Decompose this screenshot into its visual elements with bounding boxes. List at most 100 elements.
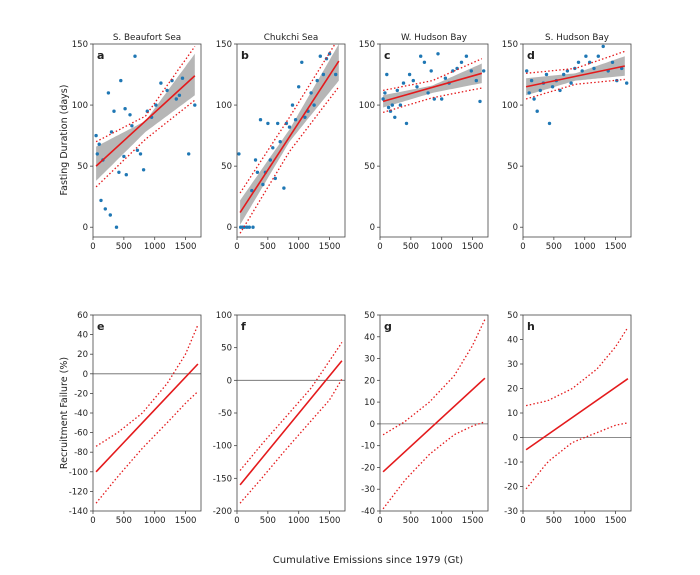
y-tick-label: 100	[216, 311, 232, 321]
axes-frame	[236, 43, 346, 238]
y-axis-label-bottom: Recruitment Failure (%)	[59, 357, 70, 469]
data-point	[393, 115, 397, 120]
regression-line	[95, 75, 196, 167]
data-point	[459, 60, 464, 64]
y-tick-label: 50	[364, 311, 375, 321]
y-tick-label: 60	[77, 311, 88, 321]
bound-lower	[95, 390, 199, 504]
regression-line	[525, 65, 625, 88]
panel-letter: c	[384, 49, 391, 62]
y-tick-label: -60	[74, 429, 88, 439]
data-point	[112, 109, 116, 113]
data-point	[422, 60, 427, 64]
x-tick-label: 1000	[431, 242, 453, 252]
data-point	[327, 52, 332, 56]
y-tick-label: -30	[504, 507, 518, 517]
data-point	[154, 103, 158, 107]
y-tick-label: 20	[77, 350, 88, 360]
trend-line	[95, 363, 199, 473]
data-point	[390, 103, 394, 107]
data-point	[527, 91, 531, 95]
panel-g: 0 500 1000 1500 -40 -30 -20 -10 0 10 20 30 40 50 g	[361, 311, 489, 526]
panel-title: S. Hudson Bay	[545, 33, 609, 43]
data-point	[398, 103, 403, 107]
data-point	[584, 54, 588, 58]
y-tick-label: 100	[502, 101, 518, 111]
x-tick-label: 1000	[144, 516, 166, 526]
y-tick-label: -10	[361, 442, 375, 452]
x-tick-label: 500	[546, 516, 562, 526]
x-tick-label: 1000	[288, 242, 310, 252]
y-tick-label: -100	[213, 442, 232, 452]
data-point	[177, 93, 182, 98]
y-tick-label: -20	[504, 483, 518, 493]
data-point	[440, 97, 444, 101]
y-tick-label: 150	[502, 40, 518, 50]
data-point	[404, 121, 409, 126]
data-point	[290, 103, 295, 107]
data-point	[312, 103, 316, 107]
data-point	[538, 88, 542, 93]
data-point	[482, 69, 486, 73]
axes-frame	[522, 314, 632, 512]
data-point	[532, 97, 536, 101]
data-point	[610, 60, 615, 64]
data-point	[266, 121, 270, 126]
data-point	[547, 121, 552, 126]
x-tick-label: 1000	[431, 516, 453, 526]
panel-c: 0 500 1000 1500 0 50 100 150 W. Hudson Bay c	[359, 33, 489, 252]
x-tick-label: 1500	[605, 516, 627, 526]
data-point	[106, 91, 111, 95]
x-tick-label: 500	[260, 516, 276, 526]
data-point	[426, 91, 430, 95]
x-tick-label: 0	[520, 516, 525, 526]
data-point	[469, 69, 473, 73]
plot-area-f	[237, 342, 345, 504]
confidence-band	[240, 44, 339, 225]
data-point	[193, 103, 197, 107]
x-tick-label: 1000	[144, 242, 166, 252]
y-tick-label: 150	[359, 40, 375, 50]
y-tick-label: 50	[77, 162, 88, 172]
data-point	[282, 186, 286, 190]
x-tick-label: 0	[90, 516, 95, 526]
data-point	[245, 225, 249, 229]
panel-d: 0 500 1000 1500 0 50 100 150 S. Hudson Bay d	[502, 33, 632, 252]
x-tick-label: 500	[403, 516, 419, 526]
data-point	[135, 148, 140, 152]
confidence-band	[383, 63, 482, 108]
y-tick-label: 100	[216, 101, 232, 111]
data-point	[119, 78, 123, 83]
x-tick-label: 1500	[462, 242, 484, 252]
y-tick-label: 0	[227, 223, 232, 233]
panel-title: W. Hudson Bay	[401, 33, 467, 43]
prediction-upper	[239, 44, 336, 194]
data-point	[130, 124, 134, 128]
data-point	[122, 154, 126, 159]
plot-area-c	[381, 52, 486, 126]
data-point	[103, 207, 108, 211]
panel-letter: e	[97, 320, 104, 333]
data-point	[386, 105, 391, 110]
data-point	[625, 81, 629, 85]
data-point	[293, 118, 298, 122]
data-point	[159, 81, 163, 85]
data-point	[318, 54, 322, 58]
y-tick-label: 0	[83, 223, 88, 233]
data-point	[303, 115, 307, 120]
data-point	[117, 170, 121, 174]
x-tick-label: 1500	[319, 242, 341, 252]
y-tick-label: 0	[370, 223, 375, 233]
data-point	[415, 85, 419, 89]
data-point	[474, 78, 478, 83]
y-tick-label: 40	[77, 331, 88, 341]
data-point	[114, 225, 119, 229]
y-tick-label: -140	[69, 507, 88, 517]
data-point	[271, 146, 275, 150]
data-point	[411, 78, 415, 83]
data-point	[407, 72, 412, 77]
trend-line	[239, 360, 343, 486]
panel-h: 0 500 1000 1500 -30 -20 -10 0 10 20 30 40 50 h	[504, 311, 632, 526]
x-tick-label: 1000	[574, 242, 596, 252]
data-point	[464, 54, 469, 58]
